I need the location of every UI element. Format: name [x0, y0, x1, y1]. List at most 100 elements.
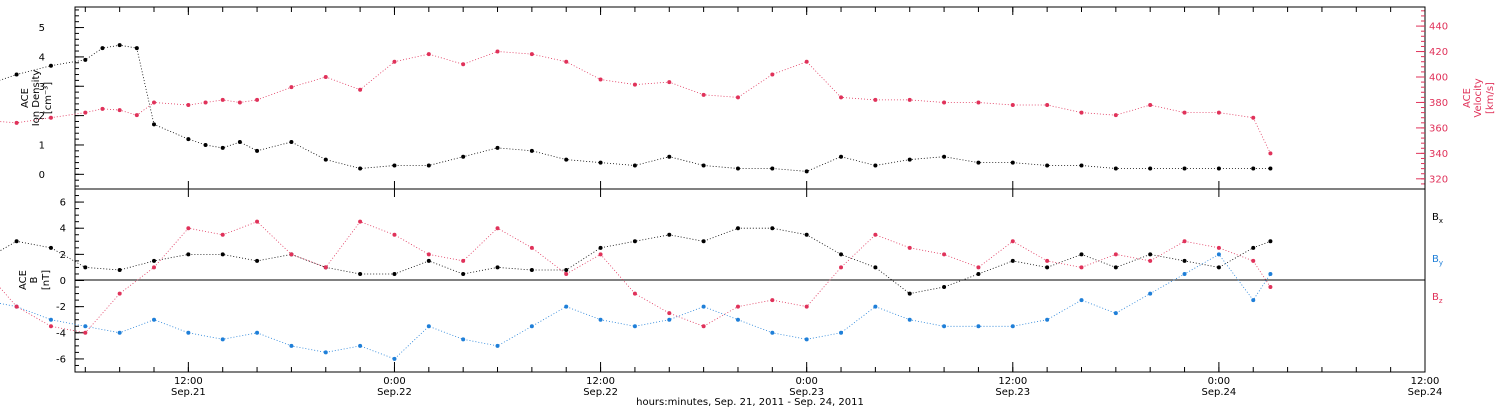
- bz-point: [976, 265, 981, 270]
- by-trace: [0, 253, 1271, 360]
- by-point: [495, 343, 500, 348]
- by-point: [701, 304, 706, 309]
- ion-density-point: [770, 166, 775, 171]
- velocity-point: [1216, 110, 1221, 115]
- bx-point: [152, 258, 157, 263]
- by-point: [873, 304, 878, 309]
- x-tick-label-date: Sep.24: [1408, 387, 1443, 398]
- by-point: [426, 324, 431, 329]
- top-left-tick-label: 2: [39, 111, 45, 122]
- bx-point: [1216, 265, 1221, 270]
- legend-bx: Bx: [1432, 212, 1443, 225]
- bottom-left-ylabel-line2: B: [29, 276, 40, 283]
- velocity-point: [255, 97, 260, 102]
- ion-density-point: [1010, 160, 1015, 165]
- bx-point: [529, 268, 534, 273]
- top-left-ylabel-line3: [cm⁻³]: [43, 82, 54, 114]
- ion-density-trace: [0, 44, 1271, 172]
- bx-point: [907, 291, 912, 296]
- ion-density-point: [1079, 163, 1084, 168]
- x-tick-label-time: 12:00: [998, 376, 1027, 387]
- by-point: [323, 350, 328, 355]
- ion-density-point: [48, 63, 53, 68]
- ion-density-point: [203, 142, 208, 147]
- by-point: [564, 304, 569, 309]
- velocity-point: [1010, 103, 1015, 107]
- x-axis-label: hours:minutes, Sep. 21, 2011 - Sep. 24, …: [636, 397, 864, 408]
- ion-density-point: [564, 157, 569, 162]
- bz-point: [14, 304, 19, 309]
- ion-density-point: [1045, 163, 1050, 168]
- bottom-left-ylabel: ACE B [nT]: [18, 270, 52, 290]
- bottom-tick-label: -6: [56, 354, 66, 365]
- bx-point: [942, 285, 947, 290]
- velocity-point: [632, 82, 637, 87]
- by-point: [942, 324, 947, 329]
- ion-density-point: [358, 166, 363, 171]
- bz-point: [461, 258, 466, 263]
- bx-point: [701, 239, 706, 244]
- top-right-ylabel-line2: Velocity: [1473, 78, 1484, 117]
- bx-point: [426, 258, 431, 263]
- by-point: [1045, 317, 1050, 322]
- data-points-group: [0, 43, 1273, 361]
- bz-point: [804, 304, 809, 309]
- bx-point: [1268, 239, 1273, 244]
- bx-point: [186, 252, 191, 257]
- bx-point: [632, 239, 637, 244]
- ion-density-point: [186, 137, 191, 142]
- top-right-ylabel: ACE Velocity [km/s]: [1462, 78, 1496, 117]
- ion-density-point: [942, 154, 947, 159]
- bx-trace: [0, 227, 1271, 295]
- bz-point: [667, 311, 672, 316]
- x-tick-label-time: 0:00: [383, 376, 405, 387]
- x-tick-label-date: Sep.22: [377, 387, 412, 398]
- bx-point: [976, 271, 981, 276]
- top-left-ylabel: ACE Ion Density [cm⁻³]: [20, 70, 54, 127]
- top-right-tick-label: 380: [1429, 98, 1448, 109]
- by-point: [1268, 271, 1273, 276]
- velocity-point: [100, 106, 105, 111]
- ion-density-point: [529, 148, 534, 153]
- by-point: [804, 337, 809, 342]
- bottom-tick-label: -4: [56, 328, 66, 339]
- bottom-tick-label: 0: [60, 276, 66, 287]
- top-right-tick-label: 340: [1429, 149, 1448, 160]
- bx-point: [1045, 265, 1050, 270]
- by-point: [1216, 252, 1221, 257]
- bottom-tick-label: 6: [60, 198, 66, 209]
- by-point: [529, 324, 534, 329]
- bz-point: [186, 226, 191, 231]
- velocity-point: [220, 97, 225, 102]
- ion-density-point: [1216, 166, 1221, 171]
- x-tick-label-time: 12:00: [174, 376, 203, 387]
- bz-point: [564, 271, 569, 276]
- top-right-ylabel-line3: [km/s]: [1485, 82, 1496, 114]
- bottom-left-ylabel-line3: [nT]: [41, 270, 52, 290]
- top-right-tick-label: 400: [1429, 73, 1448, 84]
- velocity-point: [461, 62, 466, 67]
- ion-density-point: [220, 145, 225, 150]
- velocity-point: [529, 52, 534, 57]
- ion-density-point: [701, 163, 706, 168]
- velocity-point: [701, 92, 706, 97]
- by-point: [1010, 324, 1015, 329]
- bz-point: [1079, 265, 1084, 270]
- by-point: [1079, 298, 1084, 303]
- top-right-tick-label: 440: [1429, 22, 1448, 33]
- by-point: [1113, 311, 1118, 316]
- top-panel-frame: [74, 6, 1426, 190]
- bz-point: [1216, 245, 1221, 250]
- ion-density-point: [976, 160, 981, 165]
- bottom-tick-label: 4: [60, 224, 66, 235]
- bz-point: [358, 219, 363, 224]
- top-left-tick-label: 1: [39, 140, 45, 151]
- top-left-tick-label: 0: [39, 170, 45, 181]
- by-point: [461, 337, 466, 342]
- ion-density-point: [100, 46, 105, 51]
- bx-point: [1148, 252, 1153, 257]
- by-point: [152, 317, 157, 322]
- velocity-point: [770, 72, 775, 77]
- bx-point: [839, 252, 844, 257]
